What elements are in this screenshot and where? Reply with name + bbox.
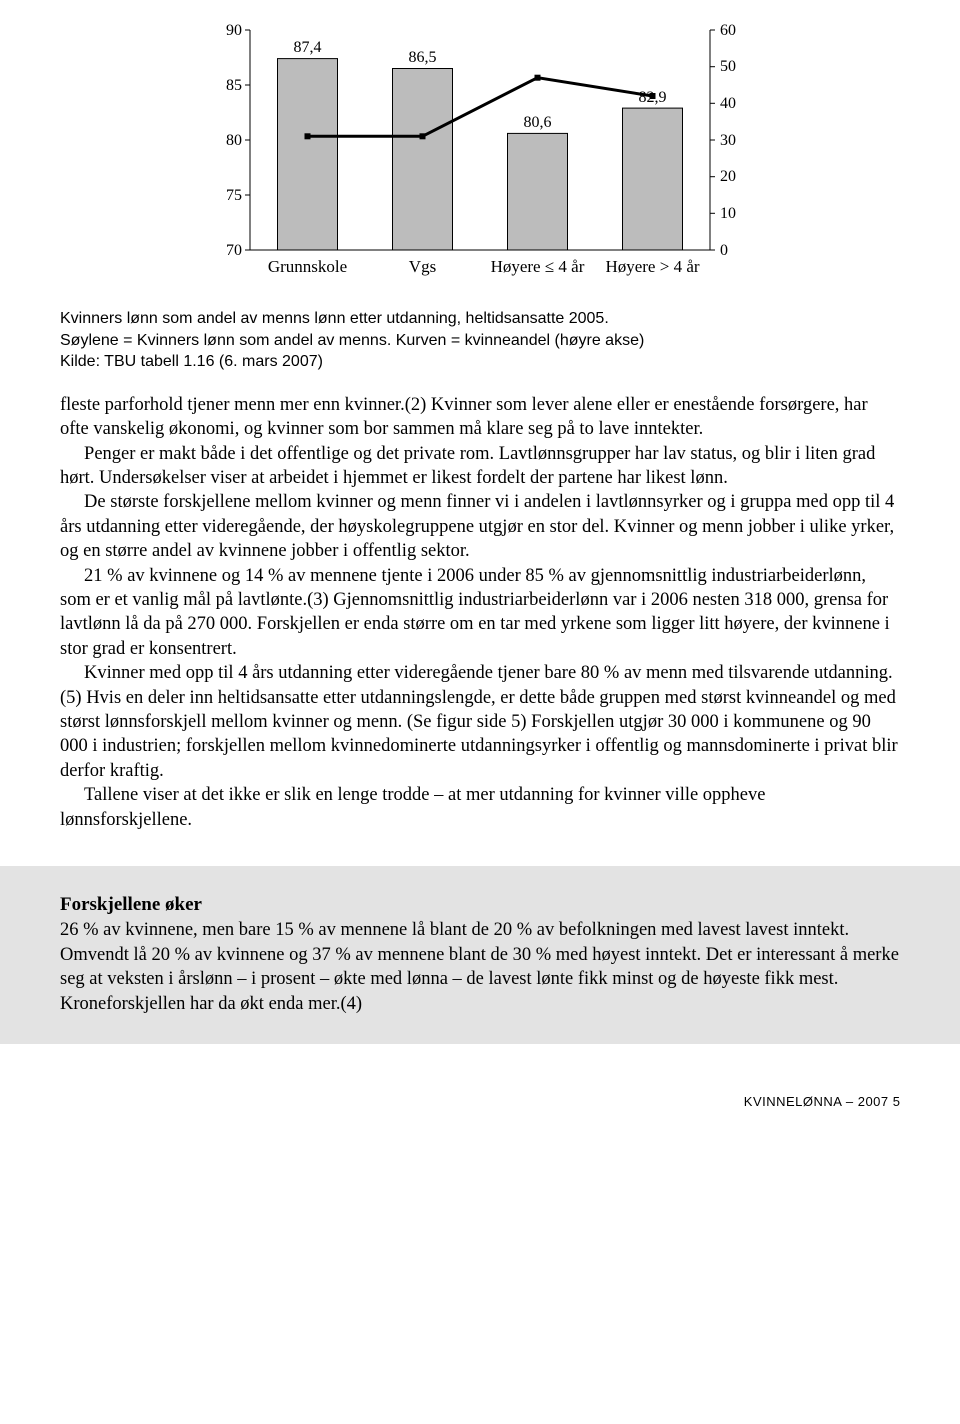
bar-label-3: 80,6 [524, 114, 552, 131]
callout-text: 26 % av kvinnene, men bare 15 % av menne… [60, 918, 900, 1016]
caption-line1: Kvinners lønn som andel av menns lønn et… [60, 310, 609, 327]
svg-text:20: 20 [720, 168, 736, 185]
para-4: 21 % av kvinnene og 14 % av mennene tjen… [60, 564, 900, 662]
para-1: fleste parforhold tjener menn mer enn kv… [60, 393, 900, 442]
svg-text:60: 60 [720, 22, 736, 39]
para-3: De største forskjellene mellom kvinner o… [60, 490, 900, 563]
chart-container: 70 75 80 85 90 0 10 20 30 40 50 60 [190, 20, 770, 290]
chart-caption: Kvinners lønn som andel av menns lønn et… [60, 308, 900, 373]
body-text: fleste parforhold tjener menn mer enn kv… [60, 393, 900, 832]
callout-title: Forskjellene øker [60, 894, 900, 916]
svg-text:50: 50 [720, 58, 736, 75]
page-footer: KVINNELØNNA – 2007 5 [60, 1094, 900, 1109]
caption-line2: Søylene = Kvinners lønn som andel av men… [60, 332, 644, 349]
para-6: Tallene viser at det ikke er slik en len… [60, 783, 900, 832]
bar-label-2: 86,5 [409, 49, 437, 66]
cat-4: Høyere > 4 år [605, 257, 699, 276]
svg-text:70: 70 [226, 242, 242, 259]
cat-1: Grunnskole [268, 257, 347, 276]
cat-3: Høyere ≤ 4 år [491, 257, 585, 276]
bar-line-chart: 70 75 80 85 90 0 10 20 30 40 50 60 [190, 20, 770, 290]
cat-2: Vgs [409, 257, 436, 276]
svg-text:10: 10 [720, 205, 736, 222]
bar-label-1: 87,4 [294, 39, 322, 56]
callout-box: Forskjellene øker 26 % av kvinnene, men … [0, 866, 960, 1044]
svg-text:80: 80 [226, 132, 242, 149]
para-2: Penger er makt både i det offentlige og … [60, 442, 900, 491]
footer-page: 5 [893, 1094, 900, 1109]
svg-text:85: 85 [226, 77, 242, 94]
svg-text:90: 90 [226, 22, 242, 39]
footer-label: KVINNELØNNA – 2007 [744, 1094, 889, 1109]
caption-line3: Kilde: TBU tabell 1.16 (6. mars 2007) [60, 353, 323, 370]
svg-text:30: 30 [720, 132, 736, 149]
svg-text:40: 40 [720, 95, 736, 112]
svg-text:75: 75 [226, 187, 242, 204]
svg-text:0: 0 [720, 242, 728, 259]
para-5: Kvinner med opp til 4 års utdanning ette… [60, 661, 900, 783]
